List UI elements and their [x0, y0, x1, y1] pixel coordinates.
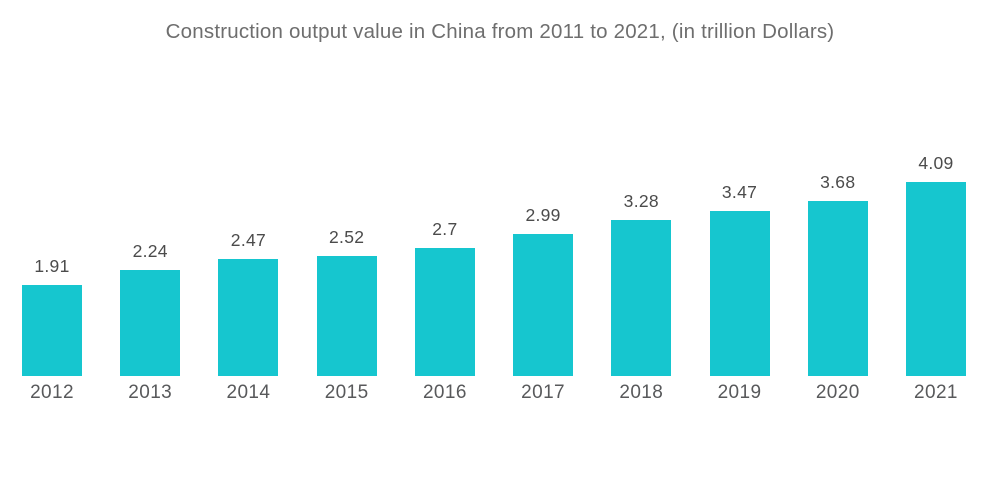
- bar: [807, 201, 868, 376]
- bar: [611, 220, 672, 376]
- bar: [120, 269, 181, 376]
- bar-plot-area: 1.91 2012 2.24 2013 2.47 2014 2.52 2015 2.7 2016 2…: [22, 96, 966, 403]
- bar-value-label: 3.28: [623, 191, 659, 212]
- bar-column: 4.09 2021: [905, 152, 966, 403]
- bar: [218, 258, 279, 376]
- bar: [316, 256, 377, 376]
- bar: [709, 211, 770, 376]
- x-axis-tick-label: 2014: [226, 382, 271, 403]
- bar: [513, 234, 574, 376]
- bar: [414, 247, 475, 376]
- bar-value-label: 2.52: [329, 227, 365, 248]
- x-axis-tick-label: 2015: [324, 382, 369, 403]
- x-axis-tick-label: 2013: [128, 382, 173, 403]
- bar-column: 3.47 2019: [709, 182, 770, 403]
- bar-column: 2.7 2016: [414, 218, 475, 403]
- bar-value-label: 3.68: [820, 172, 856, 193]
- bar-value-label: 2.99: [525, 205, 561, 225]
- bar-value-label: 2.24: [132, 240, 168, 261]
- bar-column: 2.99 2017: [513, 205, 574, 403]
- bar-value-label: 1.91: [34, 256, 70, 277]
- bar-value-label: 4.09: [918, 152, 954, 173]
- x-axis-tick-label: 2019: [717, 382, 762, 403]
- bar-column: 2.47 2014: [218, 229, 279, 403]
- bar: [905, 181, 966, 376]
- bar-column: 1.91 2012: [22, 256, 82, 403]
- bar: [22, 285, 82, 376]
- bar-column: 2.24 2013: [120, 240, 181, 403]
- x-axis-tick-label: 2021: [914, 382, 958, 403]
- x-axis-tick-label: 2018: [619, 382, 664, 403]
- x-axis-tick-label: 2020: [815, 382, 860, 403]
- x-axis-tick-label: 2017: [521, 382, 566, 403]
- chart-title: Construction output value in China from …: [165, 20, 835, 43]
- bar-column: 2.52 2015: [316, 227, 377, 403]
- bar-column: 3.68 2020: [807, 172, 868, 403]
- x-axis-tick-label: 2012: [30, 382, 74, 403]
- bar-value-label: 2.47: [230, 229, 267, 250]
- bar-value-label: 2.7: [432, 218, 458, 239]
- x-axis-tick-label: 2016: [422, 382, 467, 403]
- bar-value-label: 3.47: [721, 182, 758, 203]
- bar-column: 3.28 2018: [611, 191, 672, 403]
